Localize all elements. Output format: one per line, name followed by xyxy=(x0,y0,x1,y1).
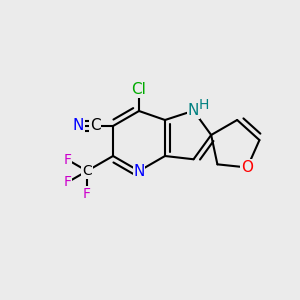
Text: F: F xyxy=(83,187,91,200)
Text: C: C xyxy=(82,164,92,178)
Text: C: C xyxy=(90,118,101,134)
Text: N: N xyxy=(133,164,145,178)
Text: F: F xyxy=(64,175,72,189)
Text: H: H xyxy=(199,98,209,112)
Text: N: N xyxy=(188,103,199,118)
Text: O: O xyxy=(241,160,253,175)
Text: F: F xyxy=(64,153,72,167)
Text: N: N xyxy=(73,118,84,134)
Text: Cl: Cl xyxy=(132,82,146,98)
